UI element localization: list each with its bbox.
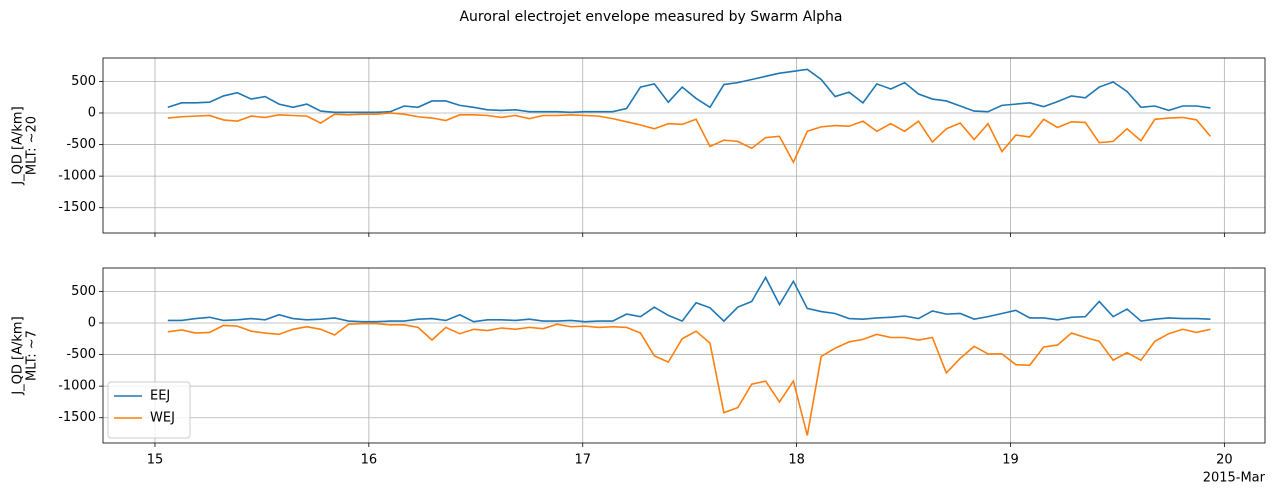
y-tick-label: -1000 <box>58 169 96 184</box>
y-axis-label: J_QD [A/km] <box>11 106 26 185</box>
y-tick-label: -500 <box>66 137 96 152</box>
x-tick-label: 18 <box>788 453 805 468</box>
x-tick-label: 16 <box>361 453 378 468</box>
y-tick-label: -1500 <box>58 200 96 215</box>
x-tick-label: 19 <box>1002 453 1019 468</box>
legend-label: WEJ <box>150 411 175 426</box>
figure-title: Auroral electrojet envelope measured by … <box>459 9 842 25</box>
axes-frame <box>102 267 1266 444</box>
x-tick-label: 20 <box>1216 453 1233 468</box>
series-line <box>167 322 1211 436</box>
y-tick-label: -1000 <box>58 379 96 394</box>
y-tick-label: -500 <box>66 347 96 362</box>
y-tick-label: -1500 <box>58 410 96 425</box>
x-tick-label: 17 <box>574 453 591 468</box>
series-line <box>167 112 1212 165</box>
x-offset-label: 2015-Mar <box>1203 471 1266 486</box>
series-line <box>167 68 1211 114</box>
axes-frame <box>102 57 1266 234</box>
y-tick-label: 500 <box>71 284 96 299</box>
y-axis-label: MLT: ~7 <box>25 330 40 381</box>
x-tick-label: 15 <box>147 453 164 468</box>
legend-box <box>107 381 191 439</box>
y-axis-label: J_QD [A/km] <box>11 316 26 395</box>
y-tick-label: 0 <box>88 315 96 330</box>
y-tick-label: 500 <box>71 74 96 89</box>
legend-label: EEJ <box>150 389 170 404</box>
y-axis-label: MLT: ~20 <box>25 116 40 175</box>
series-line <box>167 275 1211 323</box>
y-tick-label: 0 <box>88 105 96 120</box>
